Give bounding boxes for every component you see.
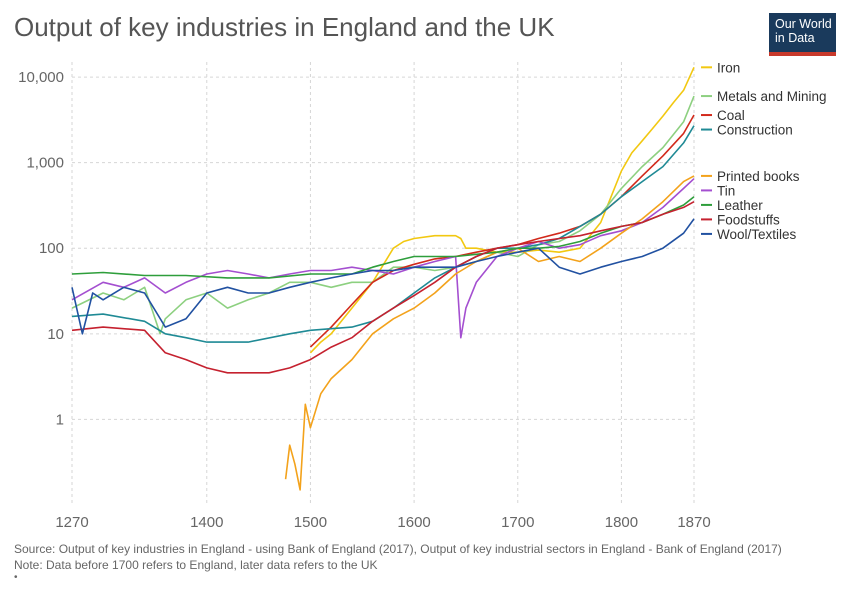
- x-tick-label: 1700: [501, 514, 534, 531]
- series-line: [309, 66, 695, 354]
- logo-line-1: Our World: [775, 17, 832, 31]
- x-tick-label: 1870: [677, 514, 710, 531]
- y-tick-label: 10: [47, 326, 64, 343]
- x-tick-label: 1800: [605, 514, 638, 531]
- legend-label: Leather: [717, 198, 763, 213]
- x-tick-label: 1270: [55, 514, 88, 531]
- x-tick-label: 1400: [190, 514, 223, 531]
- legend-label: Tin: [717, 183, 735, 198]
- legend-label: Coal: [717, 108, 745, 123]
- y-tick-label: 100: [39, 240, 64, 257]
- series-line: [309, 114, 695, 348]
- logo-line-2: in Data: [775, 31, 815, 45]
- series-line: [71, 218, 695, 335]
- series-line: [284, 175, 695, 491]
- source-note: Source: Output of key industries in Engl…: [14, 542, 782, 556]
- legend-label: Foodstuffs: [717, 212, 780, 227]
- legend-label: Metals and Mining: [717, 89, 827, 104]
- y-tick-label: 1,000: [26, 155, 64, 172]
- chart-title: Output of key industries in England and …: [14, 12, 555, 42]
- series-line: [71, 125, 695, 343]
- footer-bullet: •: [14, 572, 18, 583]
- y-tick-label: 1: [56, 411, 64, 428]
- legend-label: Printed books: [717, 169, 800, 184]
- y-tick-label: 10,000: [18, 69, 64, 86]
- series-line: [71, 200, 695, 374]
- owid-logo[interactable]: Our World in Data: [769, 13, 836, 56]
- line-chart: 1 10 100 1,000 10,000 1270 1400 1500 1600 1700 180…: [18, 60, 827, 531]
- data-note: Note: Data before 1700 refers to England…: [14, 558, 378, 572]
- legend-label: Iron: [717, 60, 740, 75]
- legend-label: Wool/Textiles: [717, 227, 797, 242]
- legend-label: Construction: [717, 123, 793, 138]
- x-tick-label: 1600: [397, 514, 430, 531]
- x-tick-label: 1500: [294, 514, 327, 531]
